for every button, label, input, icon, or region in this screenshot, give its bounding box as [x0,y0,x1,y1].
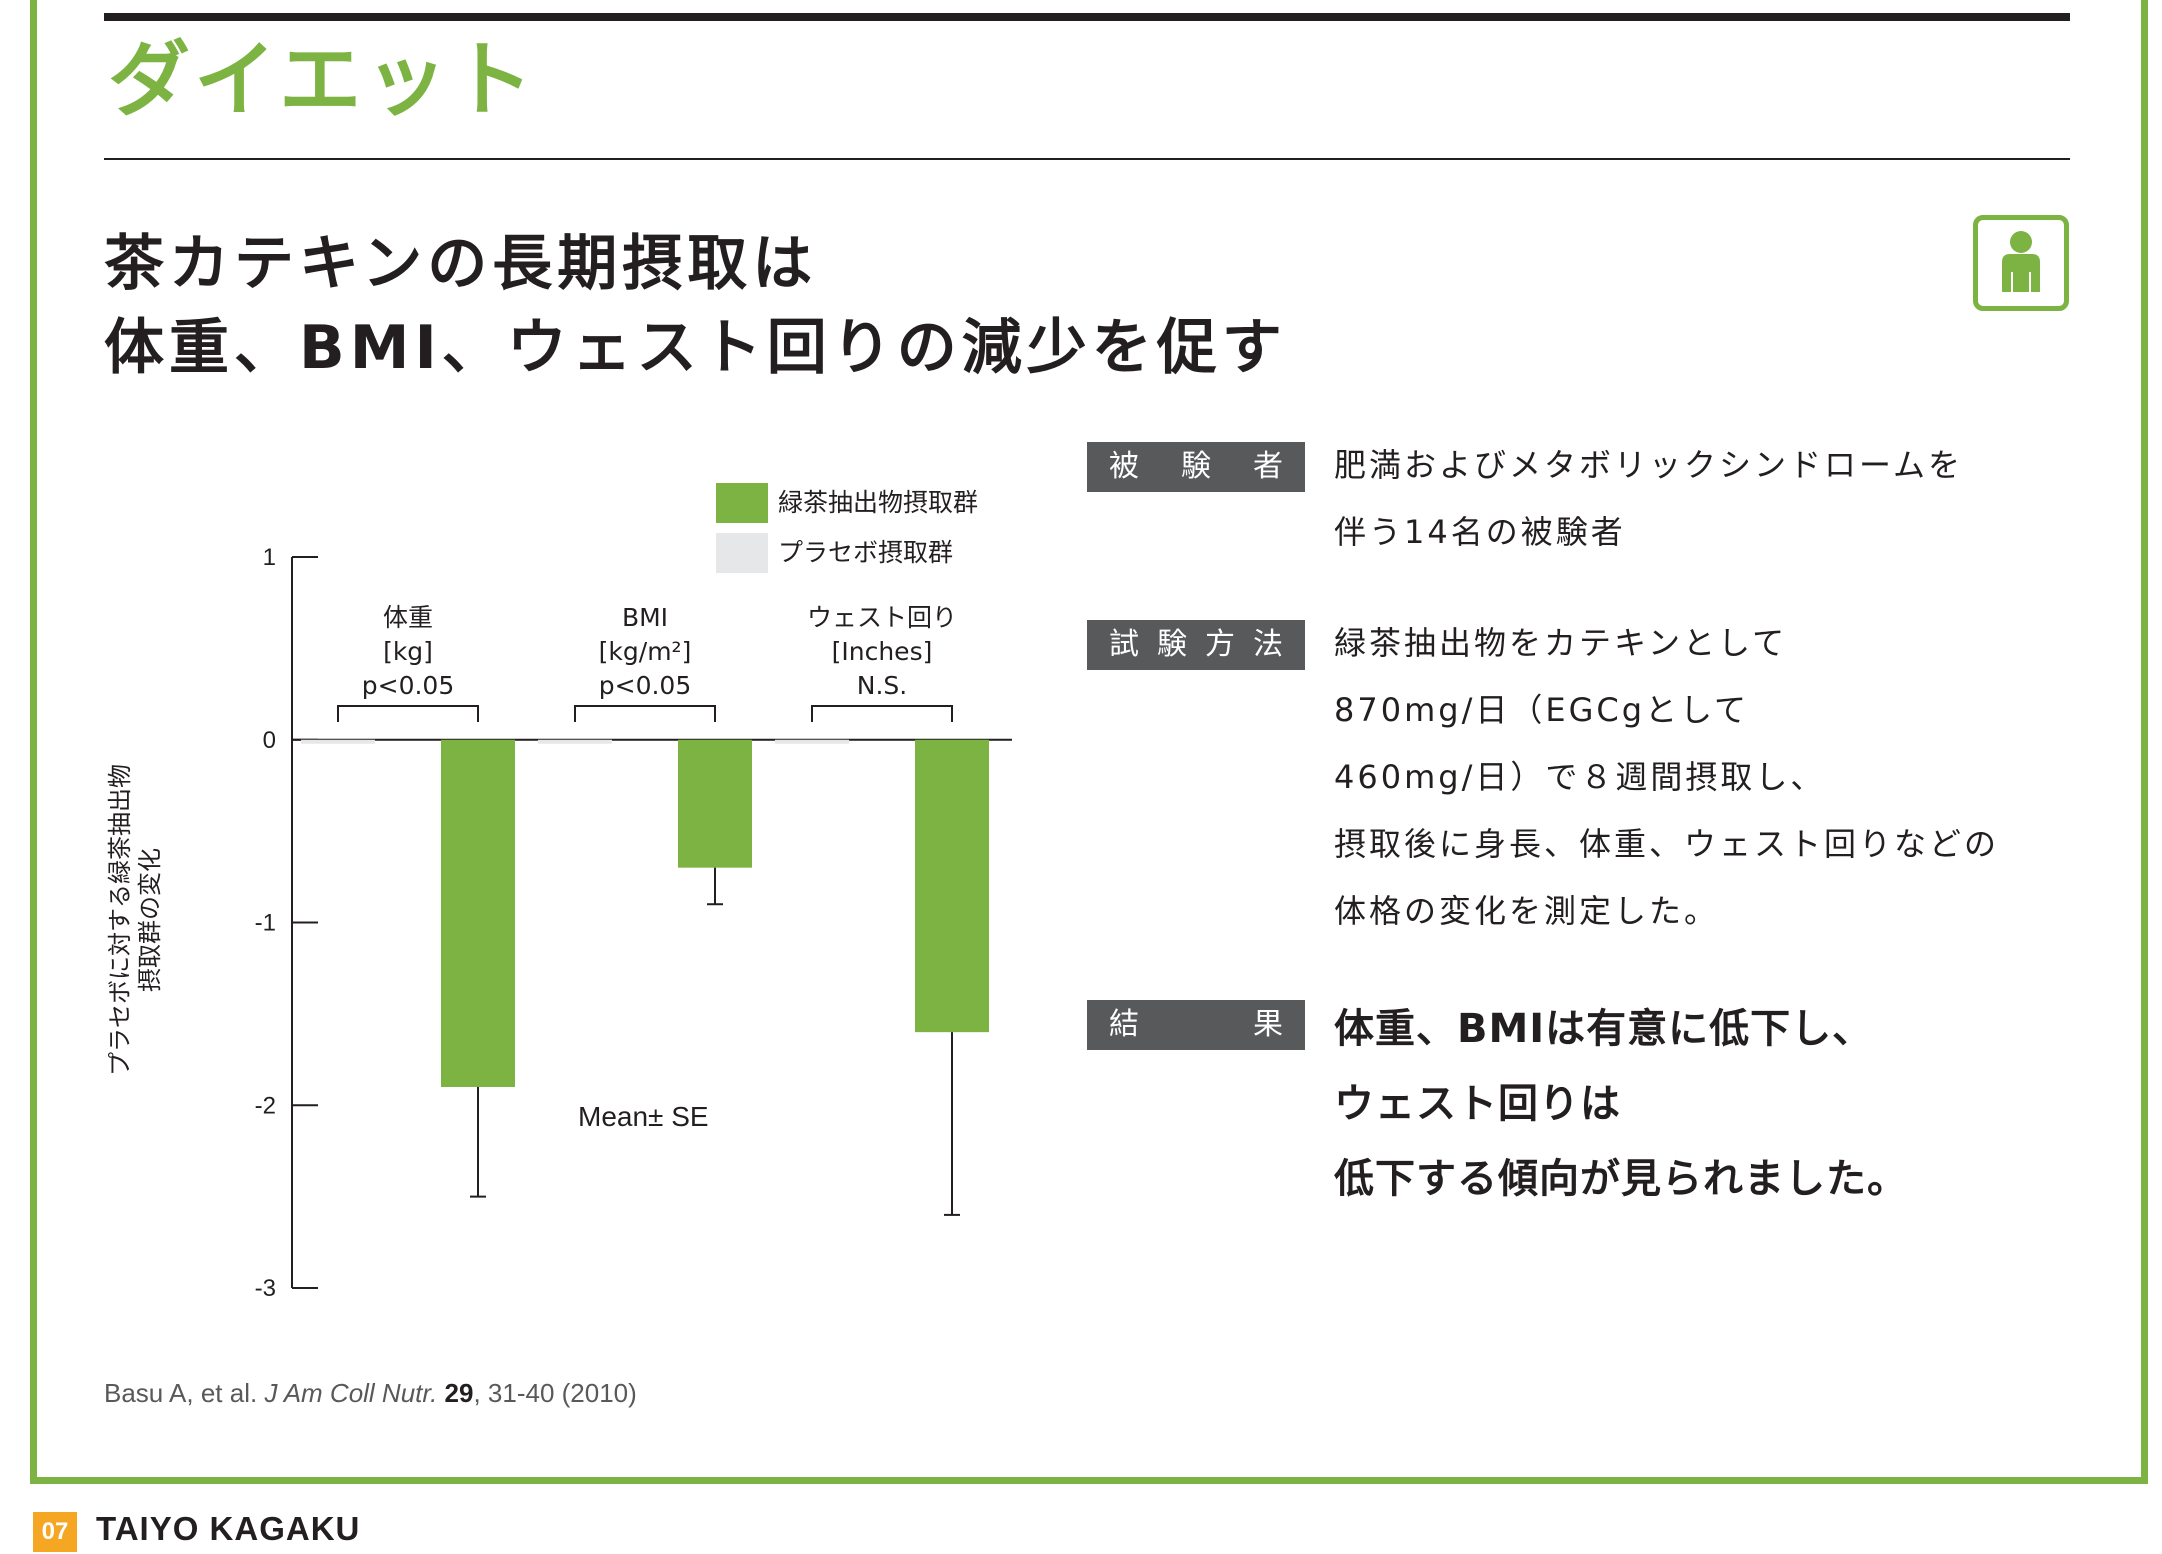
category-label: BMI [622,603,668,632]
placebo-bar [301,739,375,744]
subjects-line-2: 伴う14名の被験者 [1334,513,1626,551]
subjects-line-1: 肥満およびメタボリックシンドロームを [1334,446,1964,484]
result-tag: 結果 [1087,1000,1305,1050]
y-axis: 1 0 -1 -2 -3 [255,544,1012,1302]
y-axis-title-line: 摂取群の変化 [136,848,164,992]
page-number: 07 [33,1512,77,1552]
category-label: ウェスト回り [807,603,957,632]
bars [301,739,989,1216]
citation-pages: , 31-40 (2010) [473,1378,637,1408]
y-tick-label: -2 [255,1092,276,1119]
person-icon [2002,231,2040,292]
method-tag-char: 験 [1157,627,1187,662]
subjects-tag-char: 被 [1109,449,1139,484]
subjects-text: 肥満およびメタボリックシンドロームを 伴う14名の被験者 [1334,432,1963,566]
method-line-5: 体格の変化を測定した。 [1334,892,1720,930]
top-rule [104,13,2070,21]
legend-label-green-tea: 緑茶抽出物摂取群 [778,488,978,517]
section-divider [104,158,2070,160]
result-text: 体重、BMIは有意に低下し、 ウェスト回りは 低下する傾向が見られました。 [1334,992,1908,1217]
placebo-bar [538,739,612,744]
headline-line-1: 茶カテキンの長期摂取は [104,229,818,299]
result-tag-char: 果 [1253,1007,1283,1042]
result-line-2: ウェスト回りは [1334,1081,1621,1127]
headline: 茶カテキンの長期摂取は 体重、BMI、ウェスト回りの減少を促す [104,222,1287,390]
legend-swatch-green-tea [716,483,768,523]
method-text: 緑茶抽出物をカテキンとして 870mg/日（EGCgとして 460mg/日）で８… [1334,610,1999,945]
category-label: [Inches] [832,637,933,666]
y-tick-label: -3 [255,1275,276,1302]
method-line-2: 870mg/日（EGCgとして [1334,691,1750,729]
y-axis-title: プラセボに対する緑茶抽出物 摂取群の変化 [106,764,164,1076]
person-badge [1973,215,2069,311]
brand-name: TAIYO KAGAKU [96,1510,361,1547]
method-tag-char: 法 [1253,627,1283,662]
chart-legend: 緑茶抽出物摂取群 プラセボ摂取群 [716,483,978,573]
y-tick-label: 0 [263,727,276,754]
method-line-1: 緑茶抽出物をカテキンとして [1334,624,1788,662]
category-label: p<0.05 [599,671,691,700]
y-tick-label: 1 [263,544,276,571]
section-title: ダイエット [108,33,538,128]
category-label: [kg] [383,637,433,666]
category-label: p<0.05 [362,671,454,700]
page-frame [30,0,2148,1484]
headline-line-2: 体重、BMI、ウェスト回りの減少を促す [104,313,1287,383]
citation-authors: Basu A, et al. [104,1378,265,1408]
method-tag: 試験方法 [1087,620,1305,670]
bar-chart: 緑茶抽出物摂取群 プラセボ摂取群 1 0 -1 -2 -3 プラセボに対する緑茶抽出物摂… [106,483,1012,1302]
legend-swatch-placebo [716,533,768,573]
legend-label-placebo: プラセボ摂取群 [778,538,953,567]
green-tea-bar [441,739,515,1087]
citation: Basu A, et al. J Am Coll Nutr. 29, 31-40… [104,1378,637,1409]
subjects-tag-char: 験 [1181,449,1211,484]
method-tag-char: 試 [1109,627,1139,662]
bracket [811,705,953,722]
subjects-tag-char: 者 [1253,449,1283,484]
green-tea-bar [678,739,752,868]
mean-se-note: Mean± SE [578,1101,709,1132]
method-line-3: 460mg/日）で８週間摂取し、 [1334,758,1826,796]
category-label: 体重 [383,603,433,632]
category-labels: 体重 [kg] p<0.05 BMI [kg/m²] p<0.05 ウェスト回り [Inche… [337,603,957,722]
category-label: N.S. [857,671,907,700]
citation-journal: J Am Coll Nutr. [264,1378,438,1408]
placebo-bar [775,739,849,744]
subjects-tag: 被験者 [1087,442,1305,492]
result-line-3: 低下する傾向が見られました。 [1334,1156,1908,1202]
citation-volume: 29 [444,1378,474,1408]
method-line-4: 摂取後に身長、体重、ウェスト回りなどの [1334,825,2000,863]
category-label: [kg/m²] [599,637,692,666]
result-line-1: 体重、BMIは有意に低下し、 [1334,1006,1874,1052]
bracket [574,705,716,722]
y-tick-label: -1 [255,910,276,937]
method-tag-char: 方 [1205,627,1235,662]
y-axis-title-line: プラセボに対する緑茶抽出物 [106,764,134,1076]
bracket [337,705,479,722]
green-tea-bar [915,739,989,1033]
result-tag-char: 結 [1109,1007,1139,1042]
